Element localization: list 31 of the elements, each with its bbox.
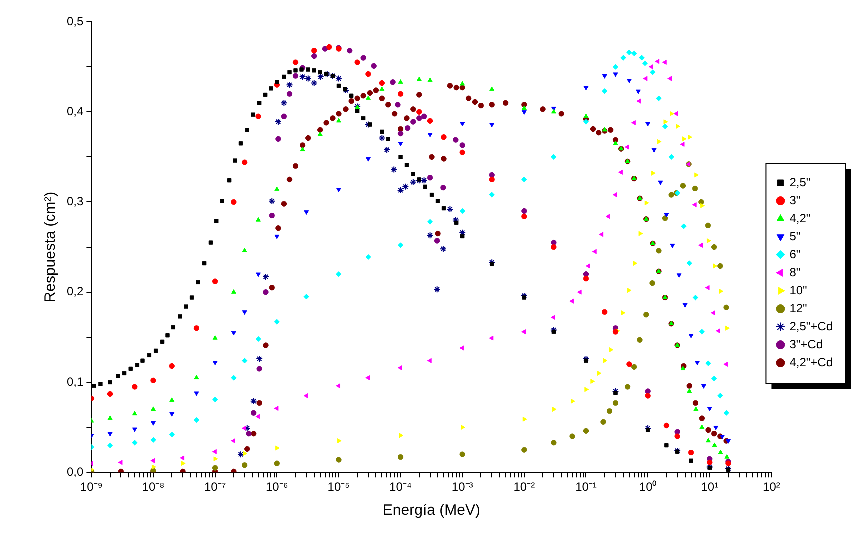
legend-label: 12" xyxy=(790,301,808,316)
legend-label: 3"+Cd xyxy=(790,337,823,352)
legend-label: 2,5" xyxy=(790,175,811,190)
legend-label: 6" xyxy=(790,247,801,262)
x-tick-label: 10⁻³ xyxy=(452,480,474,494)
x-tick-label: 10⁻⁹ xyxy=(80,480,103,494)
y-tick-label: 0,1 xyxy=(66,374,84,389)
legend-label: 10" xyxy=(790,283,808,298)
y-tick-label: 0,3 xyxy=(66,194,84,209)
legend-label: 8" xyxy=(790,265,801,280)
x-tick-label: 10⁻⁷ xyxy=(204,480,226,494)
x-tick-label: 10² xyxy=(763,480,780,494)
y-axis-title: Respuesta (cm²) xyxy=(42,192,60,303)
x-tick-label: 10⁻¹ xyxy=(576,480,597,494)
y-tick-label: 0,2 xyxy=(66,284,84,299)
x-axis-title: Energía (MeV) xyxy=(382,502,480,520)
x-tick-label: 10⁻⁵ xyxy=(328,480,350,494)
legend-label: 4,2"+Cd xyxy=(790,355,834,370)
y-tick-label: 0,5 xyxy=(66,14,84,28)
x-tick-label: 10⁻⁶ xyxy=(266,480,288,494)
legend-label: 3" xyxy=(790,193,801,208)
y-tick-label: 0,4 xyxy=(66,104,84,118)
legend-label: 5" xyxy=(790,229,801,244)
x-tick-label: 10⁰ xyxy=(639,480,657,494)
x-tick-label: 10⁻² xyxy=(514,480,536,494)
x-tick-label: 10¹ xyxy=(701,480,719,494)
x-tick-label: 10⁻⁸ xyxy=(142,480,165,494)
legend-label: 4,2" xyxy=(790,211,811,226)
legend-label: 2,5"+Cd xyxy=(790,319,834,334)
x-tick-label: 10⁻⁴ xyxy=(390,480,412,494)
y-tick-label: 0,0 xyxy=(66,464,84,479)
